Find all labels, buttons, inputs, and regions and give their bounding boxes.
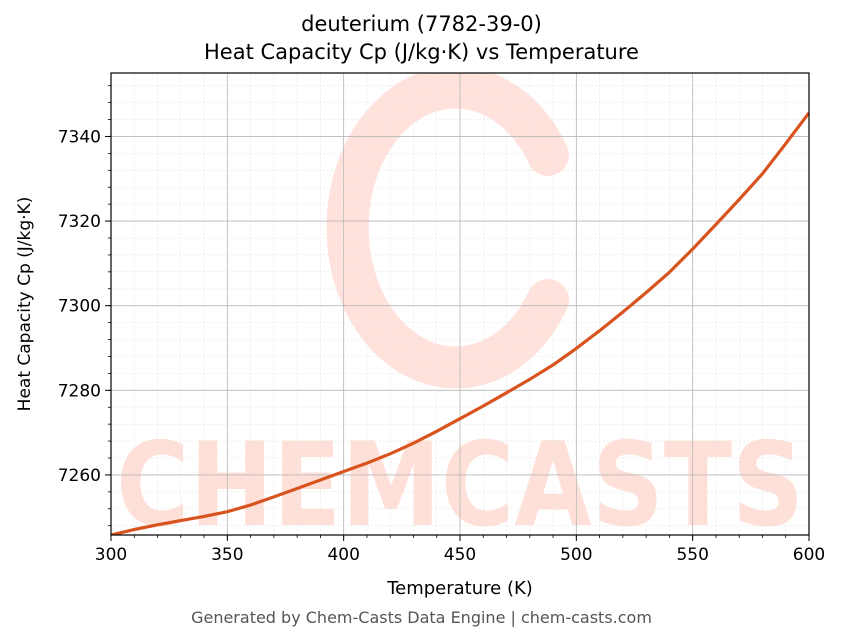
x-axis-label: Temperature (K) xyxy=(386,578,533,599)
x-tick-label: 600 xyxy=(793,545,825,565)
chart-title-line2: Heat Capacity Cp (J/kg·K) vs Temperature xyxy=(204,40,639,64)
x-tick-label: 400 xyxy=(327,545,359,565)
footer-credit: Generated by Chem-Casts Data Engine | ch… xyxy=(191,608,652,627)
y-tick-label: 7320 xyxy=(58,212,101,232)
x-tick-label: 300 xyxy=(95,545,127,565)
series-line xyxy=(111,111,809,535)
x-tick-label: 350 xyxy=(211,545,243,565)
x-tick-label: 450 xyxy=(444,545,476,565)
y-tick-label: 7300 xyxy=(58,297,101,317)
y-axis-label: Heat Capacity Cp (J/kg·K) xyxy=(15,197,35,412)
chart-title-line1: deuterium (7782-39-0) xyxy=(301,12,542,36)
watermark-swirl xyxy=(326,73,569,389)
y-tick-label: 7340 xyxy=(58,127,101,147)
y-tick-label: 7260 xyxy=(58,466,101,486)
y-tick-label: 7280 xyxy=(58,381,101,401)
x-tick-label: 550 xyxy=(676,545,708,565)
x-tick-label: 500 xyxy=(560,545,592,565)
